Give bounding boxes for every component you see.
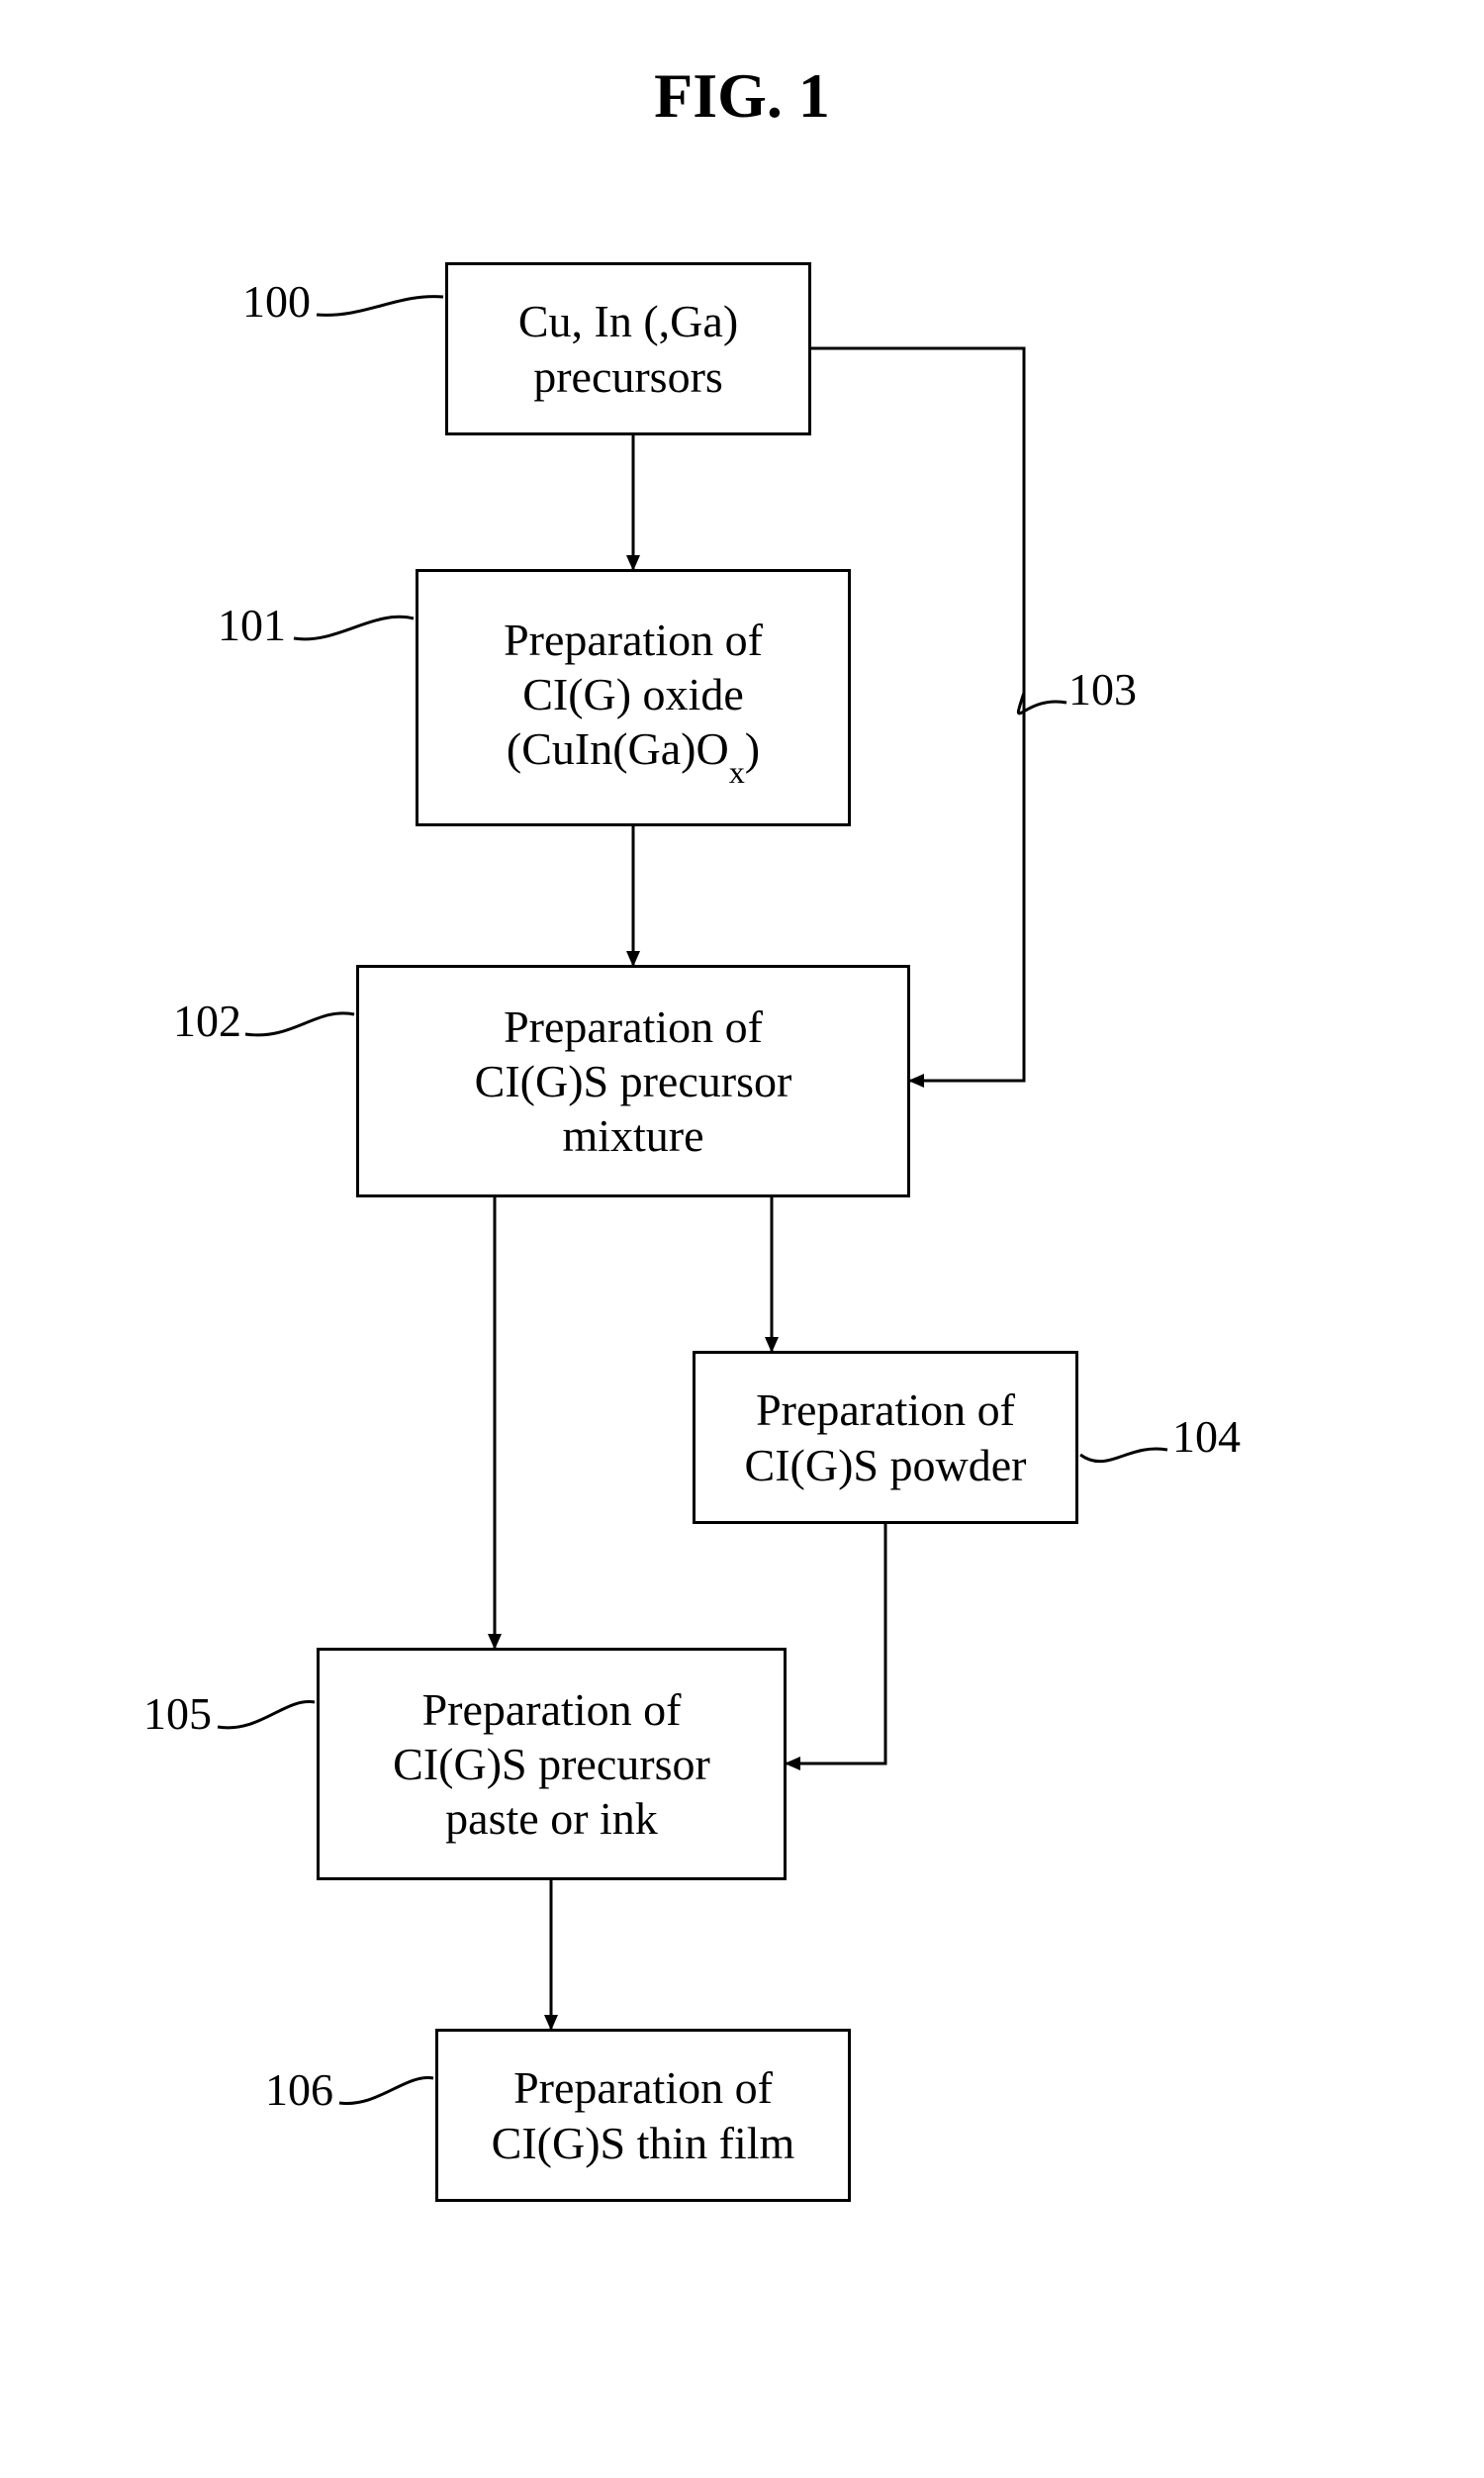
- node-text: Preparation ofCI(G)S precursormixture: [475, 1000, 792, 1164]
- ref-connector: [294, 617, 414, 639]
- ref-label-106: 106: [265, 2063, 333, 2116]
- ref-connector: [245, 1013, 354, 1035]
- node-text: Cu, In (,Ga)precursors: [518, 294, 738, 403]
- node-text: Preparation ofCI(G)S powder: [745, 1382, 1027, 1491]
- flowchart-node-102: Preparation ofCI(G)S precursormixture: [356, 965, 910, 1197]
- ref-label-104: 104: [1172, 1410, 1241, 1463]
- node-text: Preparation ofCI(G) oxide(CuIn(Ga)Ox): [504, 613, 763, 783]
- ref-label-105: 105: [143, 1687, 212, 1740]
- ref-label-102: 102: [173, 995, 241, 1047]
- flowchart-node-105: Preparation ofCI(G)S precursorpaste or i…: [317, 1648, 787, 1880]
- ref-connector: [317, 297, 443, 316]
- ref-connector: [339, 2078, 433, 2104]
- flowchart-node-100: Cu, In (,Ga)precursors: [445, 262, 811, 435]
- figure-page: FIG. 1 Cu, In (,Ga)precursors Preparatio…: [0, 0, 1484, 2478]
- ref-label-100: 100: [242, 275, 311, 328]
- ref-connector: [1018, 693, 1067, 714]
- ref-label-101: 101: [218, 599, 286, 651]
- flowchart-node-101: Preparation ofCI(G) oxide(CuIn(Ga)Ox): [416, 569, 851, 826]
- node-text: Preparation ofCI(G)S thin film: [492, 2060, 795, 2169]
- figure-title: FIG. 1: [0, 59, 1484, 133]
- flowchart-node-104: Preparation ofCI(G)S powder: [693, 1351, 1078, 1524]
- node-text: Preparation ofCI(G)S precursorpaste or i…: [393, 1682, 710, 1847]
- flowchart-node-106: Preparation ofCI(G)S thin film: [435, 2029, 851, 2202]
- ref-connector: [1080, 1449, 1167, 1462]
- ref-connector: [218, 1702, 315, 1728]
- flowchart-arrow: [787, 1524, 885, 1763]
- ref-label-103: 103: [1068, 663, 1137, 715]
